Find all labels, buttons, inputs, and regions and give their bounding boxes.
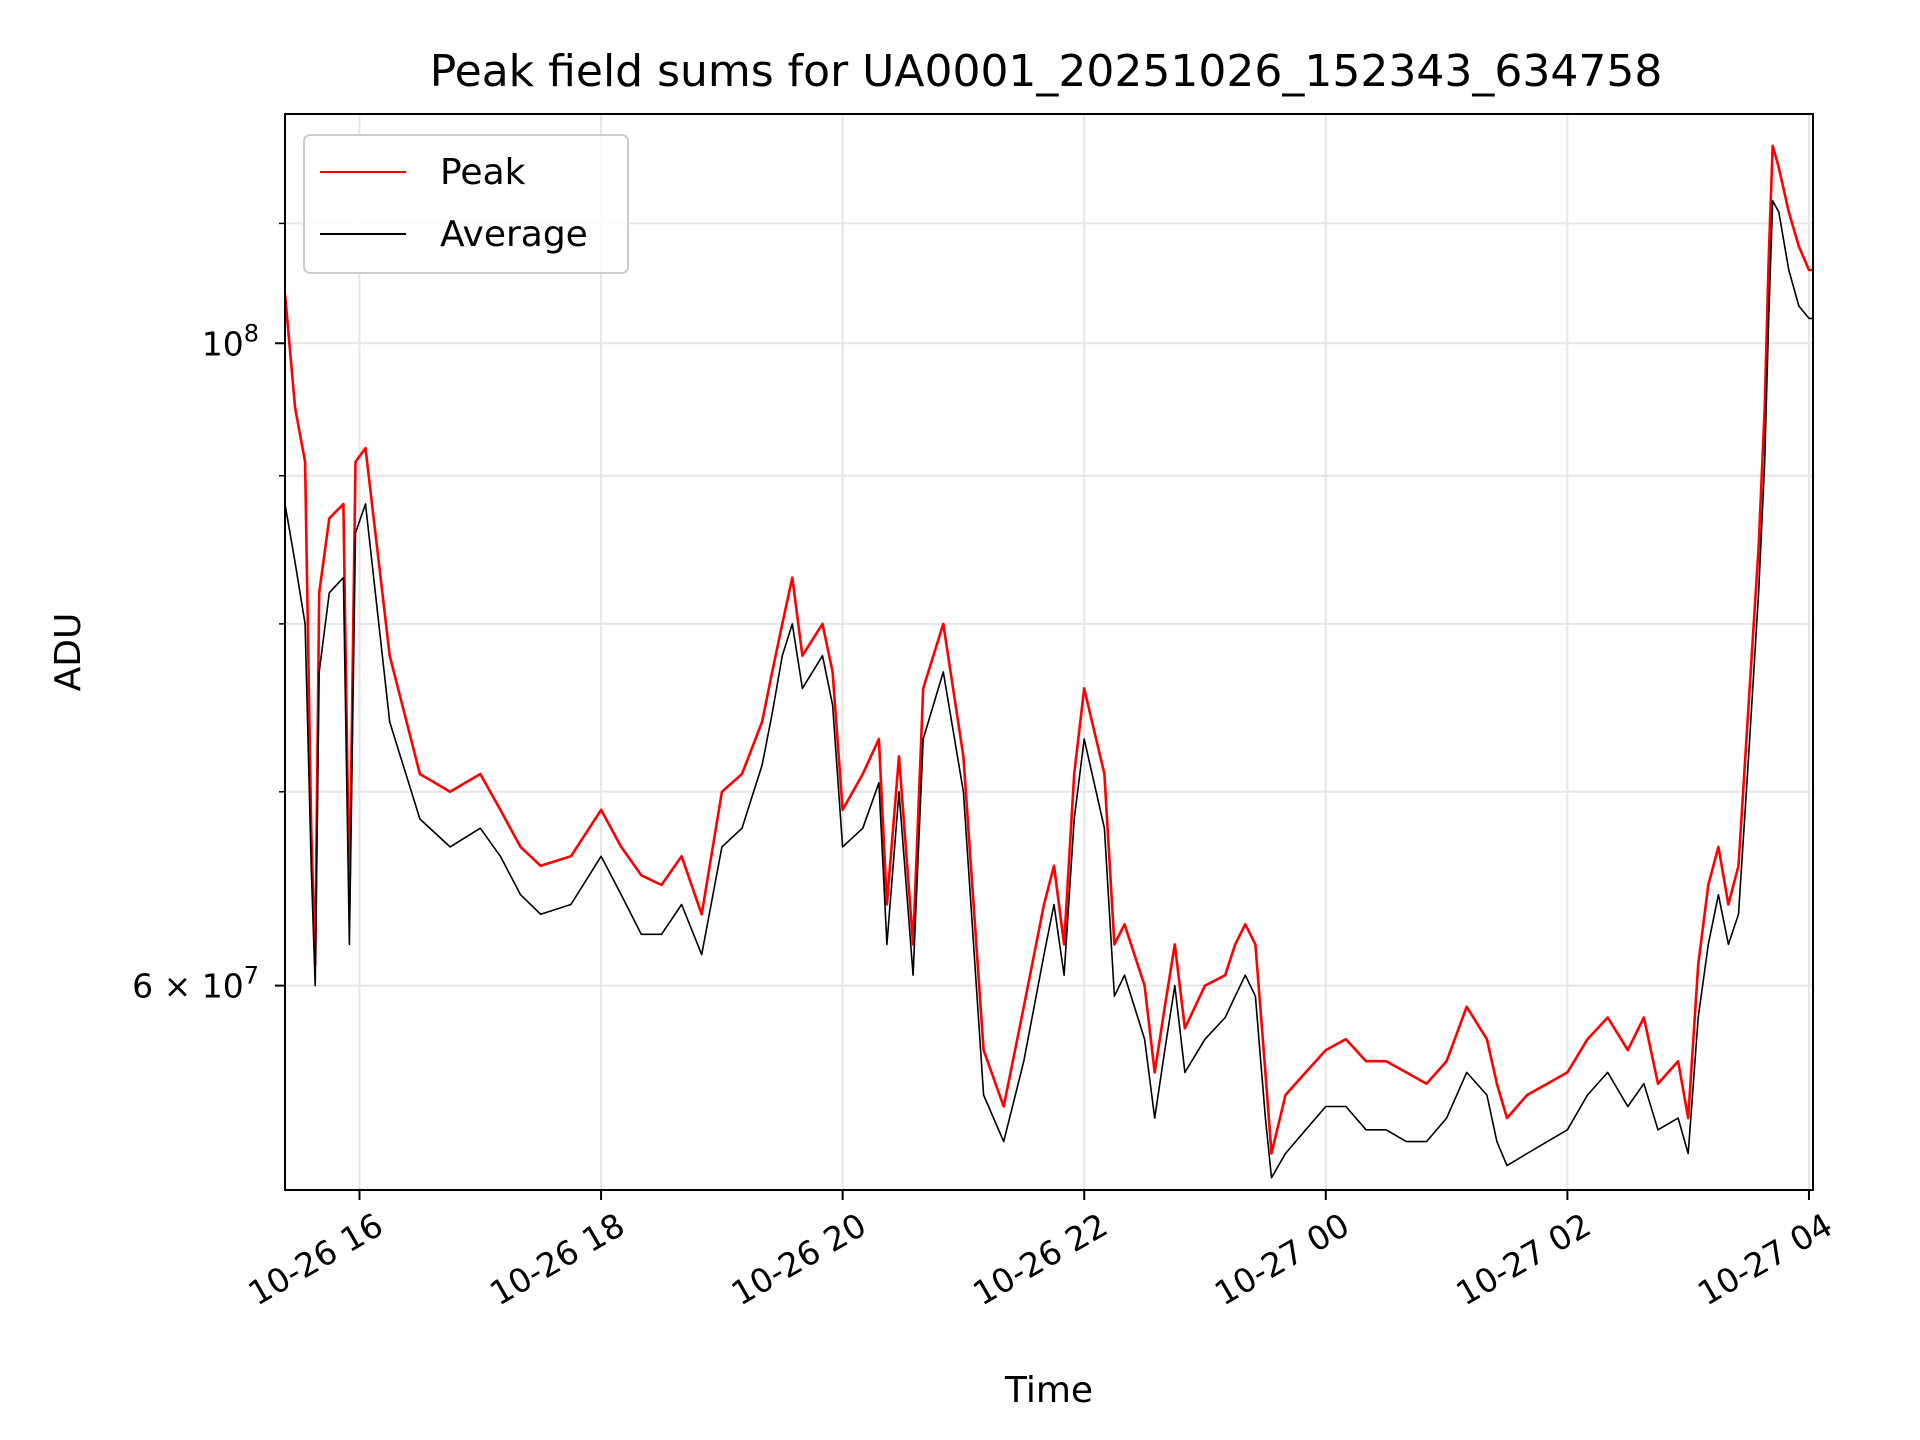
y-tick-label-exponent: 7 <box>244 962 259 990</box>
legend-label-peak: Peak <box>440 152 526 193</box>
y-tick-label-exponent: 8 <box>244 319 259 347</box>
x-axis-label: Time <box>1004 1370 1093 1411</box>
plot-area <box>285 114 1813 1190</box>
series-peak <box>285 144 1813 1155</box>
series-average <box>285 200 1813 1179</box>
y-tick-label: 6 × 107 <box>132 962 259 1006</box>
legend-box <box>303 134 629 274</box>
legend-label-average: Average <box>440 214 588 255</box>
y-tick-label-base: 10 <box>202 324 244 363</box>
grid <box>285 114 1813 1190</box>
y-axis: 108 6 × 107 <box>132 222 285 1006</box>
y-tick-label: 108 <box>202 319 259 363</box>
y-tick-label-base: 6 × 10 <box>132 967 244 1006</box>
plot-frame <box>284 113 1814 1191</box>
y-axis-label: ADU <box>48 613 89 692</box>
chart-title: Peak field sums for UA0001_20251026_1523… <box>430 46 1663 97</box>
series-layer <box>285 144 1813 1179</box>
legend: Peak Average <box>303 134 629 274</box>
